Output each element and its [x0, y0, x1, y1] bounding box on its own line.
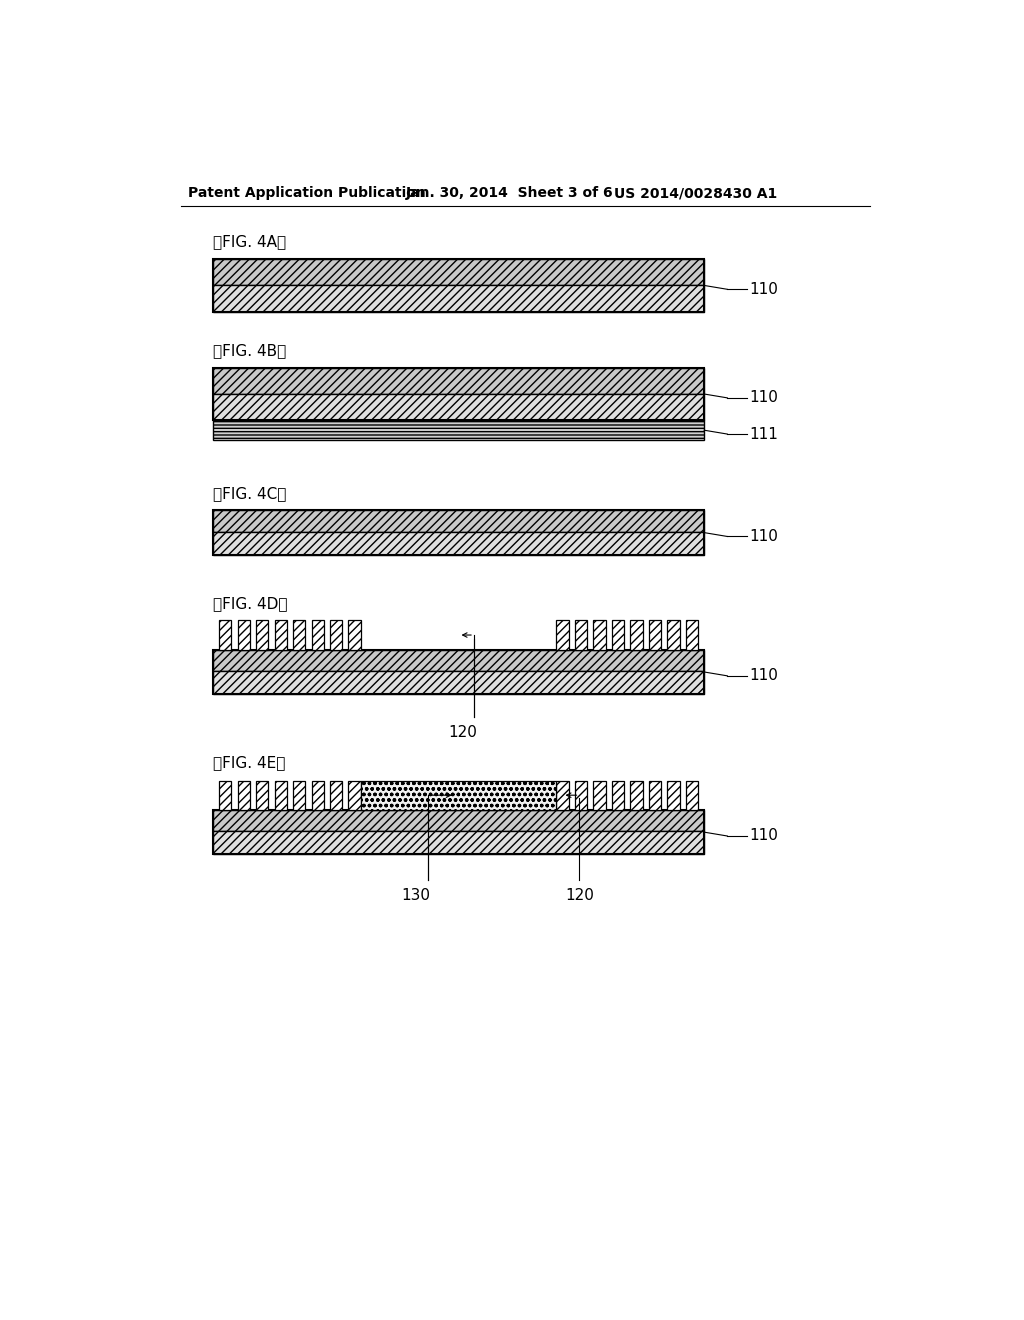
- Bar: [330, 780, 342, 810]
- Bar: [213, 285, 705, 313]
- Bar: [668, 780, 680, 810]
- Bar: [348, 620, 360, 649]
- Bar: [213, 810, 705, 832]
- Bar: [213, 420, 705, 441]
- Text: 110: 110: [749, 281, 778, 297]
- Text: 110: 110: [749, 829, 778, 843]
- Text: 【FIG. 4A】: 【FIG. 4A】: [213, 234, 286, 249]
- Bar: [213, 259, 705, 313]
- Bar: [686, 620, 698, 649]
- Bar: [213, 832, 705, 854]
- Bar: [631, 620, 643, 649]
- Bar: [213, 395, 705, 420]
- Bar: [311, 620, 324, 649]
- Bar: [574, 620, 587, 649]
- Bar: [611, 780, 625, 810]
- Bar: [574, 780, 587, 810]
- Bar: [348, 780, 360, 810]
- Bar: [293, 620, 305, 649]
- Bar: [256, 620, 268, 649]
- Text: 【FIG. 4C】: 【FIG. 4C】: [213, 486, 287, 500]
- Text: 130: 130: [401, 888, 431, 903]
- Bar: [219, 780, 231, 810]
- Text: 110: 110: [749, 391, 778, 405]
- Bar: [330, 620, 342, 649]
- Bar: [649, 780, 662, 810]
- Text: 【FIG. 4E】: 【FIG. 4E】: [213, 755, 286, 771]
- Bar: [219, 620, 231, 649]
- Bar: [593, 620, 605, 649]
- Text: 110: 110: [749, 668, 778, 684]
- Bar: [213, 511, 705, 554]
- Bar: [556, 620, 568, 649]
- Bar: [256, 780, 268, 810]
- Bar: [649, 620, 662, 649]
- Bar: [238, 620, 250, 649]
- Text: 110: 110: [749, 529, 778, 544]
- Bar: [611, 620, 625, 649]
- Bar: [274, 620, 287, 649]
- Bar: [213, 649, 705, 694]
- Text: Patent Application Publication: Patent Application Publication: [188, 186, 426, 201]
- Bar: [213, 532, 705, 554]
- Bar: [213, 649, 705, 671]
- Bar: [311, 780, 324, 810]
- Bar: [213, 810, 705, 854]
- Text: Jan. 30, 2014  Sheet 3 of 6: Jan. 30, 2014 Sheet 3 of 6: [407, 186, 613, 201]
- Bar: [593, 780, 605, 810]
- Bar: [360, 780, 556, 810]
- Bar: [686, 780, 698, 810]
- Text: 111: 111: [749, 426, 778, 442]
- Bar: [238, 780, 250, 810]
- Bar: [556, 780, 568, 810]
- Bar: [274, 780, 287, 810]
- Text: 【FIG. 4D】: 【FIG. 4D】: [213, 595, 288, 611]
- Bar: [213, 368, 705, 395]
- Text: 120: 120: [565, 888, 594, 903]
- Bar: [213, 511, 705, 532]
- Bar: [668, 620, 680, 649]
- Bar: [213, 368, 705, 420]
- Text: 【FIG. 4B】: 【FIG. 4B】: [213, 343, 286, 359]
- Bar: [631, 780, 643, 810]
- Text: 120: 120: [447, 725, 477, 741]
- Bar: [213, 671, 705, 694]
- Text: US 2014/0028430 A1: US 2014/0028430 A1: [614, 186, 777, 201]
- Bar: [293, 780, 305, 810]
- Bar: [213, 259, 705, 285]
